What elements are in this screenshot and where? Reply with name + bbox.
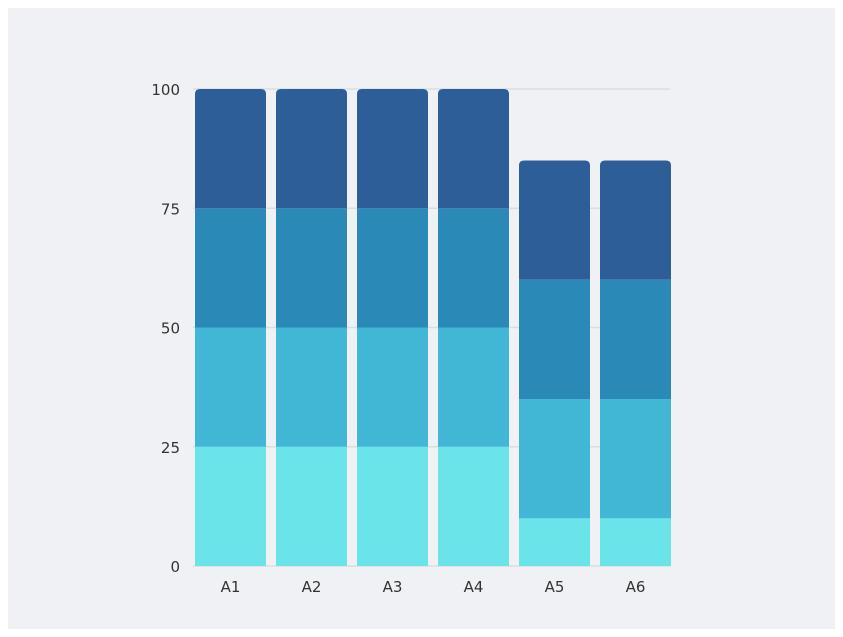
bar-a4-segment-3 bbox=[438, 208, 509, 328]
y-tick-label-50: 50 bbox=[161, 320, 180, 338]
x-tick-label-a5: A5 bbox=[545, 578, 565, 596]
bar-a6-segment-2 bbox=[600, 399, 671, 519]
bar-a3-segment-1 bbox=[357, 446, 428, 566]
x-tick-label-a1: A1 bbox=[221, 578, 241, 596]
bar-a2-segment-3 bbox=[276, 208, 347, 328]
x-tick-label-a6: A6 bbox=[626, 578, 646, 596]
bars bbox=[195, 89, 671, 566]
bar-a2-segment-2 bbox=[276, 327, 347, 447]
y-tick-label-0: 0 bbox=[170, 558, 180, 576]
bar-a4-segment-2 bbox=[438, 327, 509, 447]
y-tick-label-25: 25 bbox=[161, 439, 180, 457]
y-tick-label-75: 75 bbox=[161, 200, 180, 218]
x-tick-label-a4: A4 bbox=[464, 578, 484, 596]
y-tick-label-100: 100 bbox=[151, 81, 180, 99]
bar-a3-segment-4 bbox=[357, 89, 428, 209]
bar-a2-segment-4 bbox=[276, 89, 347, 209]
bar-a1-segment-1 bbox=[195, 446, 266, 566]
bar-a6-segment-1 bbox=[600, 518, 671, 566]
bar-a1-segment-4 bbox=[195, 89, 266, 209]
bar-a4-segment-4 bbox=[438, 89, 509, 209]
x-tick-label-a2: A2 bbox=[302, 578, 322, 596]
bar-a4-segment-1 bbox=[438, 446, 509, 566]
bar-a1-segment-3 bbox=[195, 208, 266, 328]
x-axis-ticks: A1 A2 A3 A4 A5 A6 bbox=[221, 578, 646, 596]
bar-a2-segment-1 bbox=[276, 446, 347, 566]
bar-a6-segment-3 bbox=[600, 279, 671, 400]
x-tick-label-a3: A3 bbox=[383, 578, 403, 596]
bar-a5-segment-2 bbox=[519, 399, 590, 519]
bar-a3-segment-2 bbox=[357, 327, 428, 447]
bar-a3-segment-3 bbox=[357, 208, 428, 328]
y-axis-ticks: 0 25 50 75 100 bbox=[151, 81, 180, 576]
bar-a5-segment-3 bbox=[519, 279, 590, 400]
bar-a5-segment-4 bbox=[519, 160, 590, 280]
bar-a5-segment-1 bbox=[519, 518, 590, 566]
grid-lines bbox=[193, 88, 670, 567]
bar-a6-segment-4 bbox=[600, 160, 671, 280]
bar-a1-segment-2 bbox=[195, 327, 266, 447]
